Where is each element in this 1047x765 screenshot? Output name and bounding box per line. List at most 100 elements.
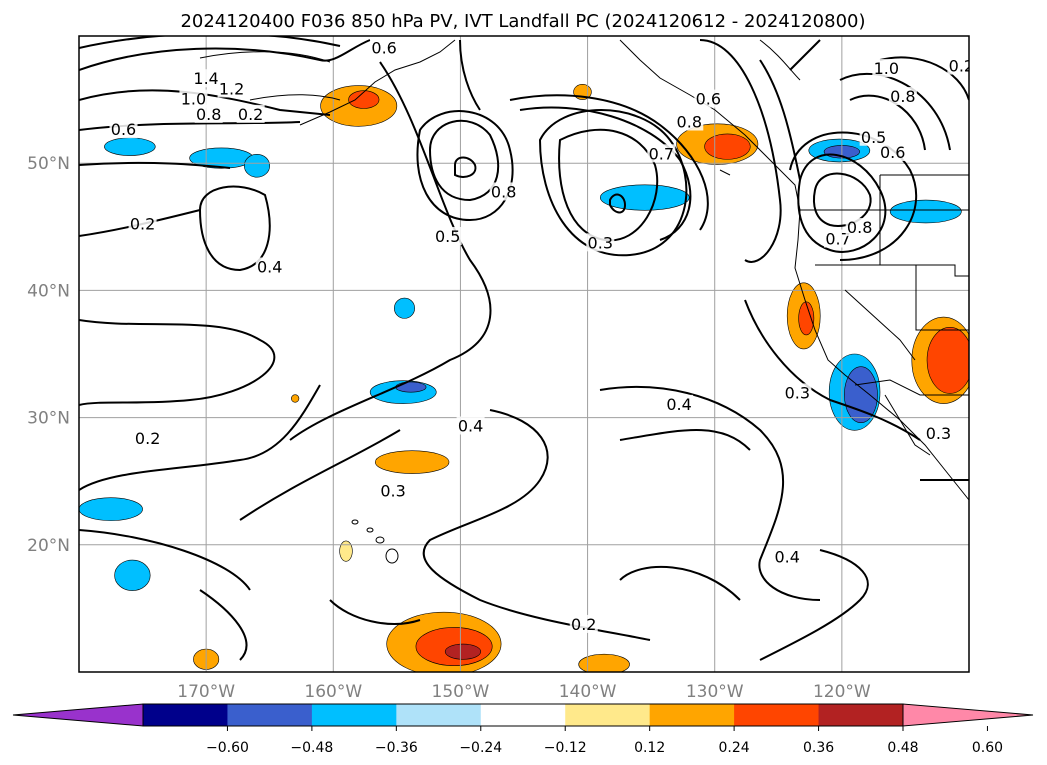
contour-labels: 1.41.21.00.8 0.20.60.60.20.40.50.80.30.70… xyxy=(109,38,969,634)
contour-label-bg xyxy=(217,79,246,98)
contour-label: 0.8 xyxy=(196,105,221,124)
colorbar-tick-label: −0.12 xyxy=(544,740,587,756)
ivt-shaded-region xyxy=(79,497,143,521)
contour-label-bg xyxy=(859,127,888,146)
colorbar-segment xyxy=(649,704,735,726)
colorbar-segment xyxy=(565,704,651,726)
contour-label: 0.3 xyxy=(785,383,810,402)
contour-label-bg xyxy=(824,229,853,248)
contour-label: 0.8 xyxy=(890,87,915,106)
contour-label-bg xyxy=(665,394,694,413)
contour-label: 1.4 xyxy=(193,69,218,88)
contour-label-bg xyxy=(236,104,265,123)
contour-label-bg xyxy=(133,429,162,448)
contour-label-bg xyxy=(194,104,223,123)
ivt-shaded-region xyxy=(104,137,156,156)
coastlines xyxy=(299,39,969,501)
ivt-shaded-region xyxy=(339,540,353,562)
contour-label: 0.5 xyxy=(435,227,460,246)
ivt-shaded-region xyxy=(291,394,300,403)
contour-label-bg xyxy=(878,143,907,162)
contour-label: 0.2 xyxy=(238,105,263,124)
lon-tick-label: 130°W xyxy=(686,682,744,702)
colorbar-extend-high xyxy=(902,703,1034,727)
contour-label-bg xyxy=(888,87,917,106)
hawaii-islands xyxy=(351,519,399,564)
contour-label: 0.2 xyxy=(135,429,160,448)
contour-label: 0.6 xyxy=(111,120,136,139)
contour-label: 0.3 xyxy=(588,233,613,252)
contour-label: 0.6 xyxy=(880,143,905,162)
contour-label: 0.4 xyxy=(774,548,799,567)
colorbar-tick-label: 0.36 xyxy=(803,740,834,756)
ivt-shaded-region xyxy=(578,653,630,672)
contour-label-bg xyxy=(694,89,723,108)
ivt-shaded-region xyxy=(394,297,415,319)
contour-label: 0.6 xyxy=(696,90,721,109)
ivt-shaded-region xyxy=(798,301,815,336)
colorbar-segment xyxy=(734,704,820,726)
pv-contours xyxy=(79,36,969,661)
colorbar-tick-label: 0.48 xyxy=(887,740,918,756)
state-border-2 xyxy=(815,264,969,277)
contour-label-bg xyxy=(924,424,953,443)
contour-label: 0.2 xyxy=(130,214,155,233)
contour-label-bg xyxy=(255,257,284,276)
colorbar-tick-label: 0.24 xyxy=(719,740,750,756)
contour-label: 0.5 xyxy=(861,128,886,147)
contour-label: 0.3 xyxy=(380,481,405,500)
contour-label: 1.2 xyxy=(219,79,244,98)
canada-coastline xyxy=(619,39,801,211)
colorbar-tick-label: −0.36 xyxy=(375,740,418,756)
contour-label-bg xyxy=(128,214,157,233)
colorbar-segment xyxy=(143,704,228,726)
colorbar-tick-label: −0.60 xyxy=(206,740,249,756)
colorbar-tick-label: −0.24 xyxy=(459,740,502,756)
map-plot-area: 1.41.21.00.8 0.20.60.60.20.40.50.80.30.70… xyxy=(79,36,969,672)
contour-label-bg xyxy=(872,59,901,78)
contour-label: 0.8 xyxy=(491,182,516,201)
lon-tick-label: 170°W xyxy=(177,682,235,702)
contour-label: 0.3 xyxy=(926,424,951,443)
colorbar-segment xyxy=(311,704,397,726)
colorbar-frame xyxy=(142,703,904,727)
map-frame xyxy=(78,35,970,673)
mexico-border xyxy=(854,379,969,396)
colorbar-tick-label: −0.48 xyxy=(290,740,333,756)
colorbar-segment xyxy=(396,704,482,726)
contour-label: 0.4 xyxy=(666,395,691,414)
alaska-coastline xyxy=(299,39,456,126)
contour-label-bg xyxy=(783,383,812,402)
ivt-shaded-region xyxy=(889,199,962,224)
ivt-shaded-region xyxy=(374,450,450,474)
state-border-4 xyxy=(915,265,969,331)
contour-label: 0.4 xyxy=(458,417,483,436)
contour-label: 1.0 xyxy=(874,59,899,78)
contour-label: 0.2 xyxy=(571,615,596,634)
lat-tick-label: 30°N xyxy=(27,409,70,429)
contour-label: 0.7 xyxy=(825,230,850,249)
state-border-3 xyxy=(844,289,916,361)
contour-label-bg xyxy=(647,144,676,163)
contour-label: 0.7 xyxy=(649,144,674,163)
axis-ticks: 170°W 160°W 150°W 140°W 130°W 120°W 20°N 30°N 40… xyxy=(27,154,871,702)
contour-label-bg xyxy=(489,182,518,201)
colorbar-extend-low xyxy=(12,703,144,727)
contour-label: 0.4 xyxy=(257,258,282,277)
contour-label: 0.8 xyxy=(677,112,702,131)
contour-label-bg xyxy=(433,226,462,245)
lon-tick-label: 150°W xyxy=(432,682,490,702)
map-gridlines xyxy=(79,36,969,672)
colorbar-tick-label: 0.60 xyxy=(972,740,1003,756)
us-west-coastline xyxy=(794,209,969,501)
contour-label: 0.6 xyxy=(371,39,396,58)
contour-label: 1.0 xyxy=(181,90,206,109)
contour-label-bg xyxy=(109,120,138,139)
colorbar-segment xyxy=(480,704,566,726)
contour-label-bg xyxy=(456,416,485,435)
contour-label-bg xyxy=(379,481,408,500)
ivt-shaded-region xyxy=(926,326,969,394)
contour-label-bg xyxy=(586,233,615,252)
ivt-shaded-region xyxy=(243,153,271,178)
